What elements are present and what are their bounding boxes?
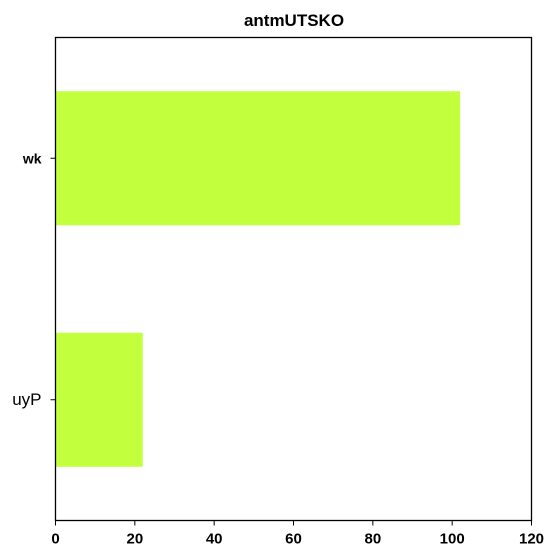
x-tick-label: 60 — [285, 531, 302, 548]
x-tick-label: 40 — [206, 531, 223, 548]
chart-title: antmUTSKO — [244, 11, 344, 30]
bar-uyP — [56, 333, 143, 467]
x-tick-label: 20 — [126, 531, 143, 548]
bars-layer — [56, 91, 461, 467]
x-tick-label: 120 — [519, 531, 544, 548]
x-tick-label: 80 — [364, 531, 381, 548]
y-axis: wk uyP — [12, 150, 55, 409]
x-tick-label: 100 — [440, 531, 465, 548]
bar-wk — [56, 91, 461, 225]
x-axis: 0 20 40 60 80 100 120 — [51, 521, 544, 548]
y-tick-label: uyP — [12, 390, 41, 409]
y-tick-label: wk — [22, 150, 42, 166]
x-tick-label: 0 — [51, 531, 59, 548]
